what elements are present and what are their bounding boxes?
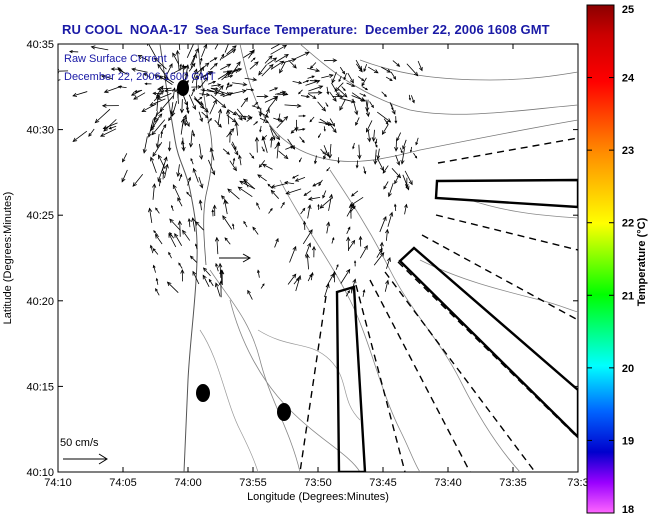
current-vectors bbox=[58, 44, 423, 300]
x-tick-label: 73:40 bbox=[434, 477, 462, 489]
y-tick-label: 40:10 bbox=[26, 467, 54, 479]
y-tick-label: 40:15 bbox=[26, 381, 54, 393]
buoy-marker-1 bbox=[196, 384, 210, 402]
legend-current-date: December 22, 2006 1600 GMT bbox=[64, 71, 216, 83]
colorbar-tick-label: 20 bbox=[622, 363, 634, 375]
map-features bbox=[58, 44, 578, 472]
coastline bbox=[159, 44, 198, 472]
colorbar-tick-label: 18 bbox=[622, 504, 634, 516]
y-tick-label: 40:30 bbox=[26, 125, 54, 137]
plot-area bbox=[57, 43, 579, 473]
x-tick-label: 73:55 bbox=[239, 477, 267, 489]
buoy-marker-2 bbox=[277, 403, 291, 421]
map-title: RU COOL NOAA-17 Sea Surface Temperature:… bbox=[62, 22, 550, 37]
colorbar-tick-label: 21 bbox=[622, 290, 634, 302]
reference-arrow bbox=[219, 253, 252, 263]
colorbar-tick-label: 25 bbox=[622, 4, 634, 16]
y-tick-label: 40:20 bbox=[26, 296, 54, 308]
colorbar-tick-label: 19 bbox=[622, 435, 634, 447]
y-tick-label: 40:25 bbox=[26, 210, 54, 222]
bathymetry-contour-6 bbox=[279, 179, 421, 472]
x-tick-label: 74:00 bbox=[174, 477, 202, 489]
coastline-inner bbox=[197, 44, 213, 266]
colorbar-tick-label: 24 bbox=[622, 73, 635, 85]
y-axis-ticks: 40:35 40:30 40:25 40:20 40:15 40:10 bbox=[26, 39, 578, 479]
bathymetry-contour-3 bbox=[359, 59, 578, 81]
x-tick-label: 73:35 bbox=[499, 477, 527, 489]
y-axis-label: Latitude (Degrees:Minutes) bbox=[2, 192, 14, 325]
colorbar-tick-label: 22 bbox=[622, 218, 634, 230]
bathymetry-contour-10 bbox=[199, 329, 259, 472]
bathymetry-contour-2 bbox=[299, 44, 578, 115]
colorbar-ticks: 25 24 23 22 21 20 19 18 bbox=[587, 4, 635, 516]
y-tick-label: 40:35 bbox=[26, 39, 54, 51]
colorbar-tick-label: 23 bbox=[622, 145, 634, 157]
bathymetry-contour-9 bbox=[469, 199, 578, 219]
bathymetry-contour-4 bbox=[209, 269, 301, 472]
x-tick-label: 74:05 bbox=[109, 477, 137, 489]
x-tick-label: 73:3 bbox=[567, 477, 588, 489]
legend-current-label: Raw Surface Current bbox=[64, 53, 167, 65]
radar-site-marker bbox=[177, 80, 189, 96]
bathymetry-contour-8 bbox=[419, 259, 578, 313]
survey-boxes bbox=[335, 178, 578, 472]
x-tick-label: 73:50 bbox=[304, 477, 332, 489]
x-axis-label: Longitude (Degrees:Minutes) bbox=[247, 491, 389, 503]
bathymetry-contour-11 bbox=[257, 329, 361, 421]
scale-label: 50 cm/s bbox=[60, 437, 99, 449]
colorbar bbox=[586, 4, 615, 514]
colorbar-label: Temperature (°C) bbox=[636, 217, 648, 306]
x-tick-label: 73:45 bbox=[369, 477, 397, 489]
scale-arrow bbox=[63, 453, 108, 465]
x-axis-ticks: 74:10 74:05 74:00 73:55 73:50 73:45 73:40 73:35… bbox=[44, 44, 589, 489]
x-tick-label: 74:10 bbox=[44, 477, 72, 489]
